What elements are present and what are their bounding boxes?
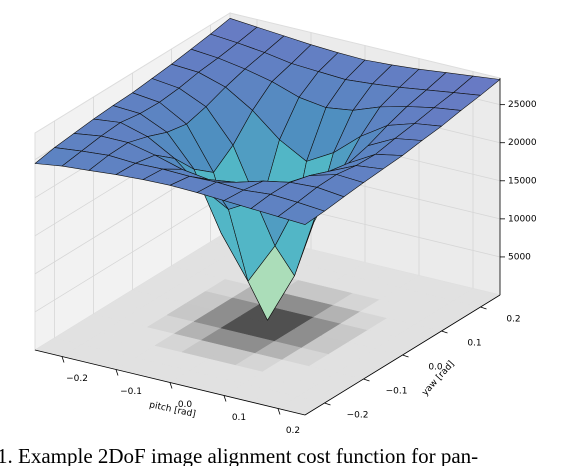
x-tick-label: 0.2	[286, 426, 300, 436]
y-tick	[480, 306, 487, 310]
x-tick	[277, 408, 281, 415]
floor-contour	[34, 229, 501, 416]
y-tick	[363, 378, 370, 382]
axis-line	[34, 349, 306, 416]
y-tick-label: 0.1	[467, 339, 481, 349]
x-tick	[115, 369, 119, 376]
z-tick-label: 25000	[508, 100, 537, 110]
z-tick-label: 5000	[508, 252, 531, 262]
x-tick-label: 0.1	[232, 413, 246, 423]
y-tick-label: −0.2	[347, 411, 369, 421]
surface	[34, 17, 501, 321]
axis-line	[304, 294, 501, 416]
z-tick-label: 15000	[508, 176, 537, 186]
x-tick	[223, 395, 227, 402]
grid-line	[34, 191, 231, 313]
y-tick	[441, 330, 448, 334]
x-tick	[169, 382, 173, 389]
y-tick-label: −0.1	[386, 387, 408, 397]
x-tick-label: 0.0	[178, 400, 193, 410]
y-tick-label: 0.0	[428, 363, 443, 373]
y-tick	[402, 354, 409, 358]
axes: −0.2 −0.1 0.0 0.1 0.2 −0.2 −0.1 0.0 0.1 0.2 5000 10…	[34, 78, 537, 436]
x-tick	[61, 356, 65, 363]
caption: 1. Example 2DoF image alignment cost fun…	[0, 444, 478, 466]
y-tick	[324, 402, 331, 406]
x-tick-label: −0.2	[66, 374, 88, 384]
surface-cell	[277, 202, 325, 225]
z-tick-label: 20000	[508, 138, 537, 148]
x-tick-label: −0.1	[120, 387, 142, 397]
z-tick-label: 10000	[508, 214, 537, 224]
y-tick-label: 0.2	[506, 315, 520, 325]
